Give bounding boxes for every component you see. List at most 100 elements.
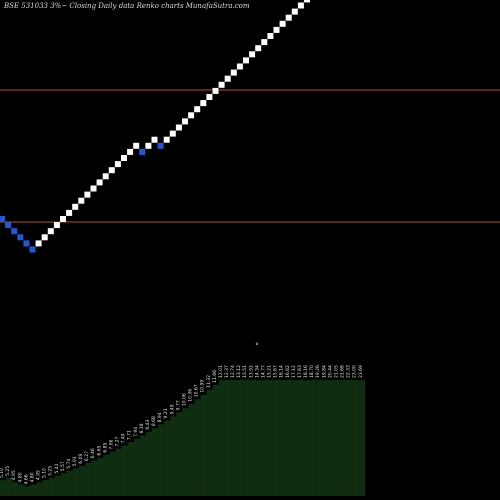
renko-brick-up [182,118,188,125]
bar-value-label: 14.77 [260,365,266,378]
bar-value-label: 14.34 [254,365,260,378]
bar-value-label: 7.94 [133,427,139,437]
bar-value-label: 16.14 [279,365,285,378]
renko-brick-up [188,112,195,119]
bar-value-label: 6.09 [78,454,84,464]
renko-brick-up [169,130,176,137]
bar-value-label: 5.91 [72,456,78,466]
bar-value-label: 23.00 [352,365,358,378]
volume-bar [54,475,61,496]
bar-value-label: 6.85 [102,443,108,453]
renko-brick-up [133,142,140,149]
volume-bar [297,380,305,496]
renko-brick-up [224,75,231,82]
volume-bar [133,438,141,496]
renko-brick-up [236,63,243,70]
volume-bar [243,380,250,496]
volume-bar [267,380,274,496]
bar-value-label: 5.10 [0,468,5,478]
volume-bar [273,380,280,496]
bar-value-label: 13.12 [236,365,242,378]
volume-bar [0,480,7,496]
volume-bar [194,399,201,496]
bar-value-label: 6.46 [90,448,96,458]
volume-bar [206,389,213,496]
volume-bar [200,394,207,496]
bar-value-label: 5.41 [54,463,60,473]
renko-brick-up [200,100,207,107]
bar-value-label: 10.06 [181,393,187,406]
volume-bar [279,380,286,496]
volume-bar [121,445,128,496]
volume-bar [36,482,43,496]
bar-value-label: 19.26 [315,365,321,378]
bar-value-label: 5.57 [60,461,66,471]
bar-value-label: 13.92 [248,365,254,378]
renko-brick-down [17,234,24,241]
volume-bar [60,473,68,496]
renko-brick-up [108,167,115,174]
renko-brick-up [47,228,54,235]
volume-bar [30,484,37,496]
bar-value-label: 20.44 [327,365,333,378]
bar-value-label: 18.16 [303,365,309,378]
bar-value-label: 7.27 [115,436,121,446]
volume-bar [249,380,256,496]
renko-brick-up [35,240,42,247]
volume-bar [304,380,311,496]
bar-value-label: 7.49 [121,433,127,443]
renko-brick-up [267,33,274,39]
volume-bar [42,480,49,496]
volume-bar [139,435,147,496]
volume-bar [79,465,86,496]
volume-bar [285,380,293,496]
bar-value-label: 9.21 [163,408,169,418]
bar-value-label: 12.01 [218,365,224,378]
volume-bar [218,380,226,496]
renko-brick-up [78,197,85,204]
bar-value-label: 6.65 [96,445,102,455]
renko-brick-up [102,173,109,180]
renko-brick-up [279,20,286,27]
volume-bar [176,412,183,496]
bar-value-label: 9.49 [169,404,175,414]
volume-bar [91,460,98,496]
renko-brick-up [297,2,304,9]
bar-value-label: 7.71 [127,430,133,440]
volume-bar [72,468,80,496]
volume-bar [103,454,110,496]
bar-value-label: 5.74 [66,459,72,469]
chart-title: BSE 531033 3%~ Closing Daily data Renko … [4,2,250,10]
volume-bar [328,380,335,496]
volume-bar [115,448,122,496]
volume-bar [170,416,177,496]
volume-bar [255,380,262,496]
renko-brick-up [151,136,158,143]
renko-brick-up [212,87,219,94]
volume-bar [188,403,195,496]
renko-brick-down [5,222,12,229]
volume-bar [316,380,323,496]
volume-bar [261,380,268,496]
bar-value-label: 4.80 [17,472,23,482]
bar-value-label: 11.32 [206,375,212,388]
renko-brick-down [157,142,164,149]
renko-brick-up [60,216,66,222]
renko-brick-down [0,216,5,222]
renko-brick-up [230,69,237,76]
volume-bar [310,380,317,496]
renko-brick-up [285,14,292,21]
bar-value-label: 10.67 [194,384,200,397]
renko-brick-up [53,222,60,229]
volume-bar [48,477,55,496]
bar-value-label: 5.10 [42,468,48,478]
bar-value-label: 8.43 [145,420,151,430]
volume-bar [340,380,347,496]
bar-value-label: 8.94 [157,412,163,422]
bar-value-label: 21.05 [333,365,339,378]
bar-value-label: 16.62 [285,365,291,378]
volume-bar [97,457,104,496]
bar-value-label: 23.69 [358,365,364,378]
